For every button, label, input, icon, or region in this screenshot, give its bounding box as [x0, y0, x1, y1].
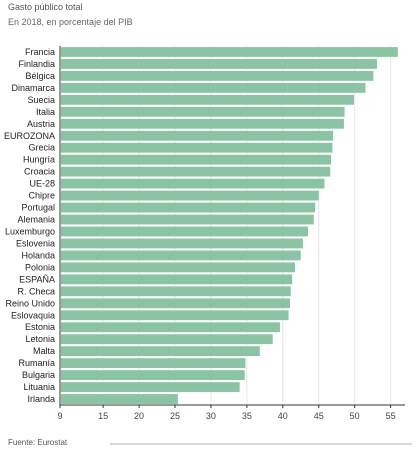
- chart-title: Gasto público total: [8, 2, 83, 12]
- category-labels: Francia Finlandia Bélgica Dinamarca Suecia It…: [4, 47, 55, 404]
- x-tick-labels: 9 15 20 25 30 35 40 45 50 55: [57, 405, 396, 421]
- x-tick-label: 40: [278, 411, 288, 421]
- category-label: Finlandia: [18, 59, 55, 69]
- bar: [61, 106, 345, 117]
- x-tick-label: 30: [206, 411, 216, 421]
- x-tick-label: 50: [350, 411, 360, 421]
- bar: [61, 382, 240, 392]
- bar: [61, 178, 325, 189]
- x-tick-label: 45: [314, 411, 324, 421]
- category-label: UE-28: [29, 179, 55, 189]
- category-label: Portugal: [21, 203, 55, 213]
- bar: [61, 250, 301, 261]
- category-label: Lituania: [23, 382, 55, 392]
- bars-layer: [61, 47, 398, 404]
- category-label: Austria: [27, 119, 55, 129]
- bar: [61, 154, 331, 165]
- bar: [61, 298, 290, 309]
- category-label: Suecia: [27, 95, 55, 105]
- category-label: ESPAÑA: [19, 274, 55, 284]
- bar: [61, 202, 316, 213]
- bar: [61, 47, 398, 57]
- x-tick-label: 35: [242, 411, 252, 421]
- bar: [61, 394, 178, 404]
- category-label: Polonia: [25, 262, 55, 272]
- bar: [61, 358, 246, 369]
- category-label: Alemania: [17, 215, 55, 225]
- bar: [61, 262, 296, 273]
- bar: [61, 82, 366, 93]
- bar: [61, 71, 374, 81]
- x-tick-label: 55: [386, 411, 396, 421]
- category-label: Dinamarca: [11, 83, 55, 93]
- category-label: Hungría: [23, 155, 55, 165]
- category-label: Malta: [33, 346, 55, 356]
- x-tick-label: 9: [57, 411, 62, 421]
- bar: [61, 166, 331, 177]
- category-label: Bélgica: [25, 71, 55, 81]
- category-label: Holanda: [21, 250, 55, 260]
- chart-subtitle: En 2018, en porcentaje del PIB: [8, 17, 133, 27]
- category-label: Eslovenia: [16, 238, 55, 248]
- category-label: Luxemburgo: [5, 226, 55, 236]
- bar: [61, 346, 260, 357]
- bar: [61, 118, 344, 129]
- bar: [61, 310, 289, 321]
- category-label: Bulgaria: [22, 370, 55, 380]
- category-label: R. Checa: [17, 286, 55, 296]
- category-label: Rumanía: [18, 358, 55, 368]
- bar: [61, 226, 308, 237]
- category-label: EUROZONA: [4, 131, 55, 141]
- category-label: Estonia: [25, 322, 55, 332]
- category-label: Eslovaquia: [11, 310, 55, 320]
- bar: [61, 142, 333, 153]
- category-label: Grecia: [28, 143, 55, 153]
- x-tick-label: 20: [134, 411, 144, 421]
- bar: [61, 286, 291, 297]
- category-label: Italia: [36, 107, 55, 117]
- bar: [61, 370, 245, 380]
- bar: [61, 190, 319, 201]
- bar: [61, 59, 377, 69]
- bar: [61, 94, 354, 105]
- x-tick-label: 15: [98, 411, 108, 421]
- category-label: Irlanda: [27, 394, 55, 404]
- bar: [61, 334, 273, 345]
- category-label: Letonia: [25, 334, 55, 344]
- category-label: Chipre: [28, 191, 55, 201]
- source-note: Fuente: Eurostat: [8, 438, 68, 447]
- bar: [61, 274, 293, 285]
- bar: [61, 214, 314, 225]
- bar: [61, 130, 334, 141]
- category-label: Francia: [25, 47, 55, 57]
- category-label: Reino Unido: [5, 298, 55, 308]
- category-label: Croacia: [24, 167, 55, 177]
- grid-layer: [102, 46, 392, 405]
- bar: [61, 322, 280, 333]
- x-tick-label: 25: [170, 411, 180, 421]
- bar: [61, 238, 303, 249]
